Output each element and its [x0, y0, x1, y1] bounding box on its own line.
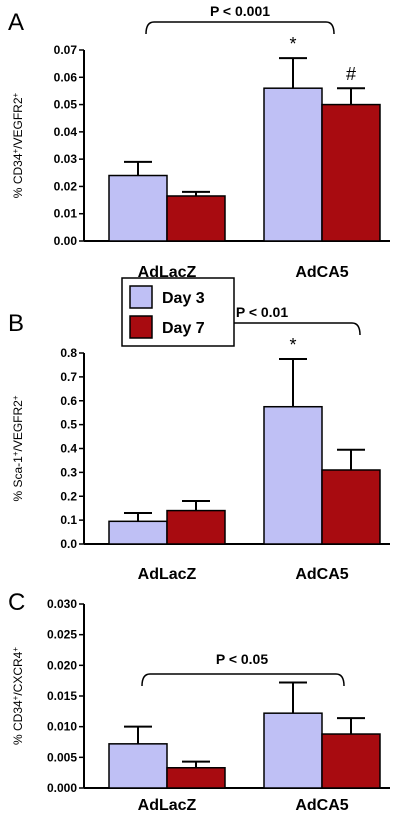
legend: Day 3 Day 7 — [121, 277, 235, 347]
category-label: AdLacZ — [138, 566, 197, 583]
significance-bracket — [145, 21, 335, 35]
y-tick-label: 0.02 — [54, 179, 78, 193]
chart-panel-a: A0.000.010.020.030.040.050.060.07% CD34+… — [8, 3, 390, 281]
category-label: AdCA5 — [295, 797, 348, 814]
y-axis-label-part: % CD34 — [11, 153, 25, 198]
y-tick-label: 0.5 — [60, 418, 77, 432]
y-axis-label-sup: + — [11, 92, 20, 97]
bar — [108, 174, 168, 242]
legend-swatch — [129, 315, 153, 339]
y-axis-label: % CD34+/CXCR4+ — [11, 647, 26, 745]
bar — [321, 733, 381, 789]
y-tick-label: 0.030 — [47, 597, 77, 611]
legend-label: Day 7 — [162, 320, 205, 337]
category-label: AdLacZ — [138, 264, 197, 281]
y-axis-label: % CD34+/VEGFR2+ — [11, 92, 26, 198]
y-tick-label: 0.010 — [47, 720, 77, 734]
significance-marker: * — [289, 34, 296, 54]
y-tick-label: 0.3 — [60, 465, 77, 479]
y-axis-label-sup: + — [11, 395, 20, 400]
y-tick-label: 0.020 — [47, 658, 77, 672]
y-tick-label: 0.2 — [60, 489, 77, 503]
y-tick-label: 0.00 — [54, 234, 78, 248]
y-tick-label: 0.07 — [54, 43, 78, 57]
y-tick-label: 0.6 — [60, 394, 77, 408]
y-tick-label: 0.4 — [60, 442, 77, 456]
y-axis-label-part: % Sca-1 — [11, 456, 25, 502]
y-tick-label: 0.03 — [54, 152, 78, 166]
y-axis-label-part: /CXCR4 — [11, 651, 25, 695]
panel-letter: C — [8, 589, 25, 616]
y-axis-label-sup: + — [11, 695, 20, 700]
significance-marker: # — [346, 64, 356, 84]
y-axis-label: % Sca-1+/VEGFR2+ — [11, 395, 26, 501]
category-label: AdCA5 — [295, 566, 348, 583]
y-tick-label: 0.06 — [54, 70, 78, 84]
bar — [263, 87, 323, 242]
panel-letter: A — [8, 9, 24, 36]
chart-panel-b: B0.00.10.20.30.40.50.60.70.8% Sca-1+/VEG… — [8, 277, 390, 583]
y-axis-label-sup: + — [11, 149, 20, 154]
y-tick-label: 0.000 — [47, 781, 77, 795]
category-label: AdCA5 — [295, 264, 348, 281]
p-value-label: P < 0.001 — [210, 3, 270, 19]
y-axis-label-part: % CD34 — [11, 700, 25, 745]
y-axis-label-part: /VEGFR2 — [11, 400, 25, 452]
bar — [166, 767, 226, 789]
panel-letter: B — [8, 310, 24, 337]
y-tick-label: 0.05 — [54, 98, 78, 112]
y-tick-label: 0.005 — [47, 750, 77, 764]
bar — [263, 712, 323, 789]
bar — [166, 195, 226, 242]
y-tick-label: 0.025 — [47, 628, 77, 642]
legend-swatch — [129, 285, 153, 309]
y-tick-label: 0.01 — [54, 207, 78, 221]
y-axis-label-sup: + — [11, 647, 20, 652]
y-axis-label-sup: + — [11, 451, 20, 456]
bar — [263, 405, 323, 545]
y-tick-label: 0.015 — [47, 689, 77, 703]
significance-bracket — [141, 673, 345, 687]
bar — [108, 520, 168, 545]
y-tick-label: 0.1 — [60, 513, 77, 527]
significance-marker: * — [289, 335, 296, 355]
bar — [108, 743, 168, 789]
y-tick-label: 0.8 — [60, 346, 77, 360]
chart-panel-c: C 0.000 0.005 0.010 0.015 0.020 0.025 0.030 % CD… — [8, 589, 390, 814]
legend-label: Day 3 — [162, 290, 205, 307]
bar — [166, 509, 226, 545]
y-tick-label: 0.7 — [60, 370, 77, 384]
p-value-label: P < 0.01 — [236, 304, 289, 320]
category-label: AdLacZ — [138, 797, 197, 814]
bar — [321, 103, 381, 242]
y-axis-label-part: /VEGFR2 — [11, 97, 25, 149]
bar — [321, 469, 381, 545]
p-value-label: P < 0.05 — [216, 651, 269, 667]
y-tick-label: 0.04 — [54, 125, 78, 139]
y-tick-label: 0.0 — [60, 537, 77, 551]
